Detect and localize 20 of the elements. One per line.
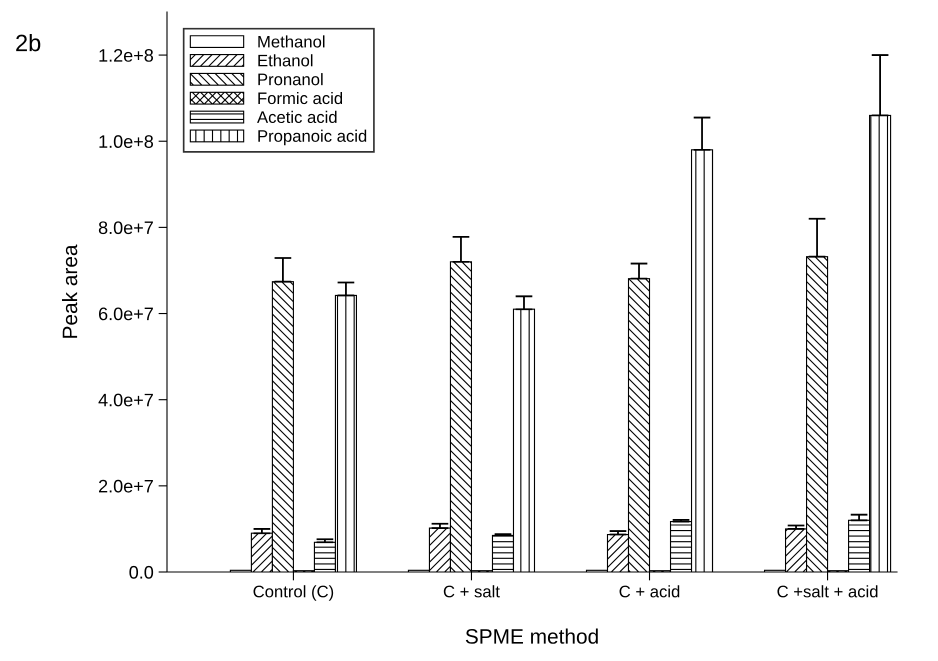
text: 2b bbox=[16, 34, 40, 52]
legend-label: Ethanol bbox=[258, 54, 312, 66]
x-axis-title: SPME method bbox=[466, 628, 598, 644]
y-tick-label: 2.0e+7 bbox=[98, 480, 153, 493]
y-tick-label: 0.0 bbox=[129, 566, 154, 579]
x-tick-label: C + acid bbox=[620, 585, 680, 598]
legend-label: Methanol bbox=[258, 35, 324, 48]
y-tick-label: 6.0e+7 bbox=[99, 307, 153, 320]
y-tick-label: 8.0e+7 bbox=[98, 221, 153, 234]
x-tick-label: C + salt bbox=[444, 585, 500, 598]
x-tick-label: Control (C) bbox=[254, 585, 334, 601]
y-tick-label: 1.2e+8 bbox=[99, 49, 154, 62]
y-tick-label: 4.0e+7 bbox=[98, 394, 153, 406]
legend-label: Pronanol bbox=[258, 73, 323, 86]
y-axis-title: Peak area bbox=[62, 244, 78, 338]
legend-label: Propanoic acid bbox=[258, 130, 366, 146]
x-tick-label: C +salt + acid bbox=[777, 585, 878, 598]
legend-label: Formic acid bbox=[258, 92, 342, 104]
y-tick-label: 1.0e+8 bbox=[99, 135, 154, 148]
legend-label: Acetic acid bbox=[257, 110, 337, 124]
